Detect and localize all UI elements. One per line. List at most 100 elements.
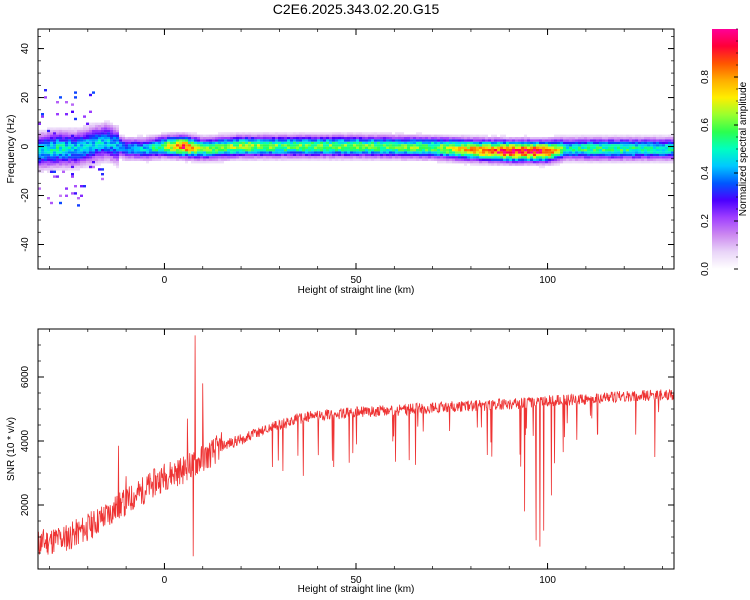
spectrogram-cell xyxy=(506,153,509,157)
spectrogram-cell xyxy=(128,153,131,157)
spectrogram-cell xyxy=(560,137,563,140)
spectrogram-cell xyxy=(179,134,182,137)
spectrogram-cell xyxy=(419,153,422,157)
spectrogram-cell xyxy=(566,144,569,147)
spectrogram-cell xyxy=(383,153,386,157)
spectrogram-cell xyxy=(71,165,74,169)
spectrogram-cell xyxy=(50,151,53,154)
spectrogram-cell xyxy=(164,139,167,142)
spectrogram-cell xyxy=(185,139,188,142)
spectrogram-cell xyxy=(251,144,254,147)
spectrogram-cell xyxy=(209,151,212,154)
spectrogram-cell xyxy=(560,161,563,164)
spectrogram-cell xyxy=(92,139,95,142)
spectrogram-cell xyxy=(317,151,320,154)
spectrogram-cell xyxy=(404,134,407,137)
spectrogram-cell xyxy=(218,141,221,145)
spectrogram-cell xyxy=(602,158,605,161)
spectrogram-cell xyxy=(503,146,506,149)
spectrogram-cell xyxy=(665,151,668,154)
spectrogram-cell xyxy=(416,132,419,135)
spectrogram-cell xyxy=(245,153,248,157)
spectrogram-cell xyxy=(179,144,182,147)
spectrogram-cell xyxy=(191,134,194,137)
spectrogram-cell xyxy=(62,149,65,152)
spectrogram-cell xyxy=(149,146,152,149)
spectrogram-cell xyxy=(224,137,227,140)
spectrogram-cell xyxy=(449,153,452,157)
spectrogram-cell xyxy=(545,153,548,157)
spectrogram-cell xyxy=(440,139,443,142)
spectrogram-cell xyxy=(461,137,464,140)
spectrogram-cell xyxy=(224,144,227,147)
spectrogram-cell xyxy=(338,146,341,149)
spectrogram-cell xyxy=(146,149,149,152)
spectrogram-cell xyxy=(59,151,62,154)
spectrogram-cell xyxy=(50,149,53,152)
spectrogram-cell xyxy=(614,156,617,159)
spectrogram-cell xyxy=(557,137,560,140)
spectrogram-cell xyxy=(647,141,650,145)
spectrogram-cell xyxy=(71,103,74,106)
spectrogram-cell xyxy=(80,161,83,164)
spectrogram-cell xyxy=(629,137,632,140)
spectrogram-cell xyxy=(461,141,464,145)
spectrogram-cell xyxy=(62,137,65,140)
spectrogram-cell xyxy=(473,146,476,149)
spectrogram-cell xyxy=(365,158,368,161)
spectrogram-cell xyxy=(491,156,494,159)
spectrogram-cell xyxy=(65,132,68,135)
spectrogram-cell xyxy=(611,151,614,154)
spectrogram-cell xyxy=(455,146,458,149)
spectrogram-cell xyxy=(89,134,92,137)
spectrogram-cell xyxy=(110,137,113,140)
spectrogram-cell xyxy=(80,139,83,142)
spectrogram-cell xyxy=(98,122,101,125)
spectrogram-cell xyxy=(464,146,467,149)
spectrogram-cell xyxy=(71,110,74,113)
spectrogram-cell xyxy=(650,134,653,137)
spectrogram-cell xyxy=(122,137,125,140)
spectrogram-cell xyxy=(203,137,206,140)
spectrogram-y-axis-label: Frequency (Hz) xyxy=(6,115,17,184)
spectrogram-cell xyxy=(554,161,557,164)
spectrogram-cell xyxy=(482,161,485,164)
spectrogram-cell xyxy=(494,156,497,159)
spectrogram-cell xyxy=(143,137,146,140)
spectrogram-cell xyxy=(77,151,80,154)
spectrogram-cell xyxy=(71,134,74,137)
spectrogram-cell xyxy=(605,149,608,152)
spectrogram-cell xyxy=(482,163,485,166)
spectrogram-cell xyxy=(485,144,488,147)
spectrogram-cell xyxy=(104,156,107,159)
spectrogram-cell xyxy=(551,163,554,166)
spectrogram-cell xyxy=(554,141,557,145)
spectrogram-cell xyxy=(494,139,497,142)
spectrogram-cell xyxy=(215,146,218,149)
spectrogram-cell xyxy=(557,144,560,147)
spectrogram-cell xyxy=(368,134,371,137)
spectrogram-cell xyxy=(461,134,464,137)
spectrogram-cell xyxy=(575,149,578,152)
spectrogram-cell xyxy=(77,139,80,142)
spectrogram-cell xyxy=(167,144,170,147)
spectrogram-cell xyxy=(44,165,47,169)
spectrogram-cell xyxy=(299,139,302,142)
spectrogram-cell xyxy=(302,134,305,137)
spectrogram-cell xyxy=(182,139,185,142)
spectrogram-cell xyxy=(233,139,236,142)
spectrogram-cell xyxy=(413,153,416,157)
spectrogram-cell xyxy=(200,137,203,140)
spectrogram-cell xyxy=(548,156,551,159)
spectrogram-cell xyxy=(455,158,458,161)
spectrogram-cell xyxy=(89,156,92,159)
spectrogram-cell xyxy=(230,134,233,137)
spectrogram-cell xyxy=(344,139,347,142)
spectrogram-cell xyxy=(101,144,104,147)
spectrogram-cell xyxy=(362,132,365,135)
spectrogram-cell xyxy=(449,158,452,161)
spectrogram-cell xyxy=(623,158,626,161)
spectrogram-cell xyxy=(356,156,359,159)
spectrogram-cell xyxy=(341,153,344,157)
spectrogram-cell xyxy=(374,144,377,147)
